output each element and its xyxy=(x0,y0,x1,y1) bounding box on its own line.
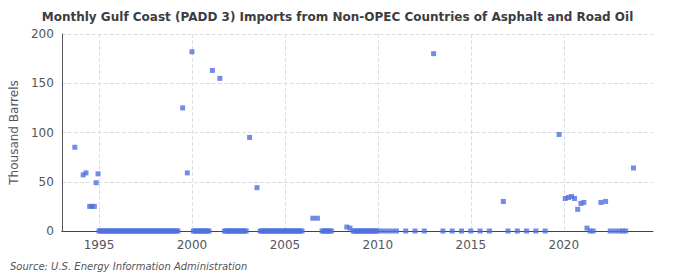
svg-text:2015: 2015 xyxy=(456,238,487,252)
svg-text:Monthly Gulf Coast (PADD 3) Im: Monthly Gulf Coast (PADD 3) Imports from… xyxy=(42,10,634,24)
svg-text:2005: 2005 xyxy=(270,238,301,252)
svg-text:100: 100 xyxy=(31,126,54,140)
svg-text:1995: 1995 xyxy=(84,238,115,252)
svg-text:0: 0 xyxy=(46,224,54,238)
svg-text:2020: 2020 xyxy=(548,238,579,252)
svg-text:Source: U.S. Energy Informatio: Source: U.S. Energy Information Administ… xyxy=(10,261,247,272)
svg-text:200: 200 xyxy=(31,27,54,41)
svg-text:2000: 2000 xyxy=(177,238,208,252)
svg-text:Thousand Barrels: Thousand Barrels xyxy=(7,80,21,185)
svg-text:2010: 2010 xyxy=(363,238,394,252)
svg-text:150: 150 xyxy=(31,76,54,90)
svg-text:50: 50 xyxy=(39,175,54,189)
